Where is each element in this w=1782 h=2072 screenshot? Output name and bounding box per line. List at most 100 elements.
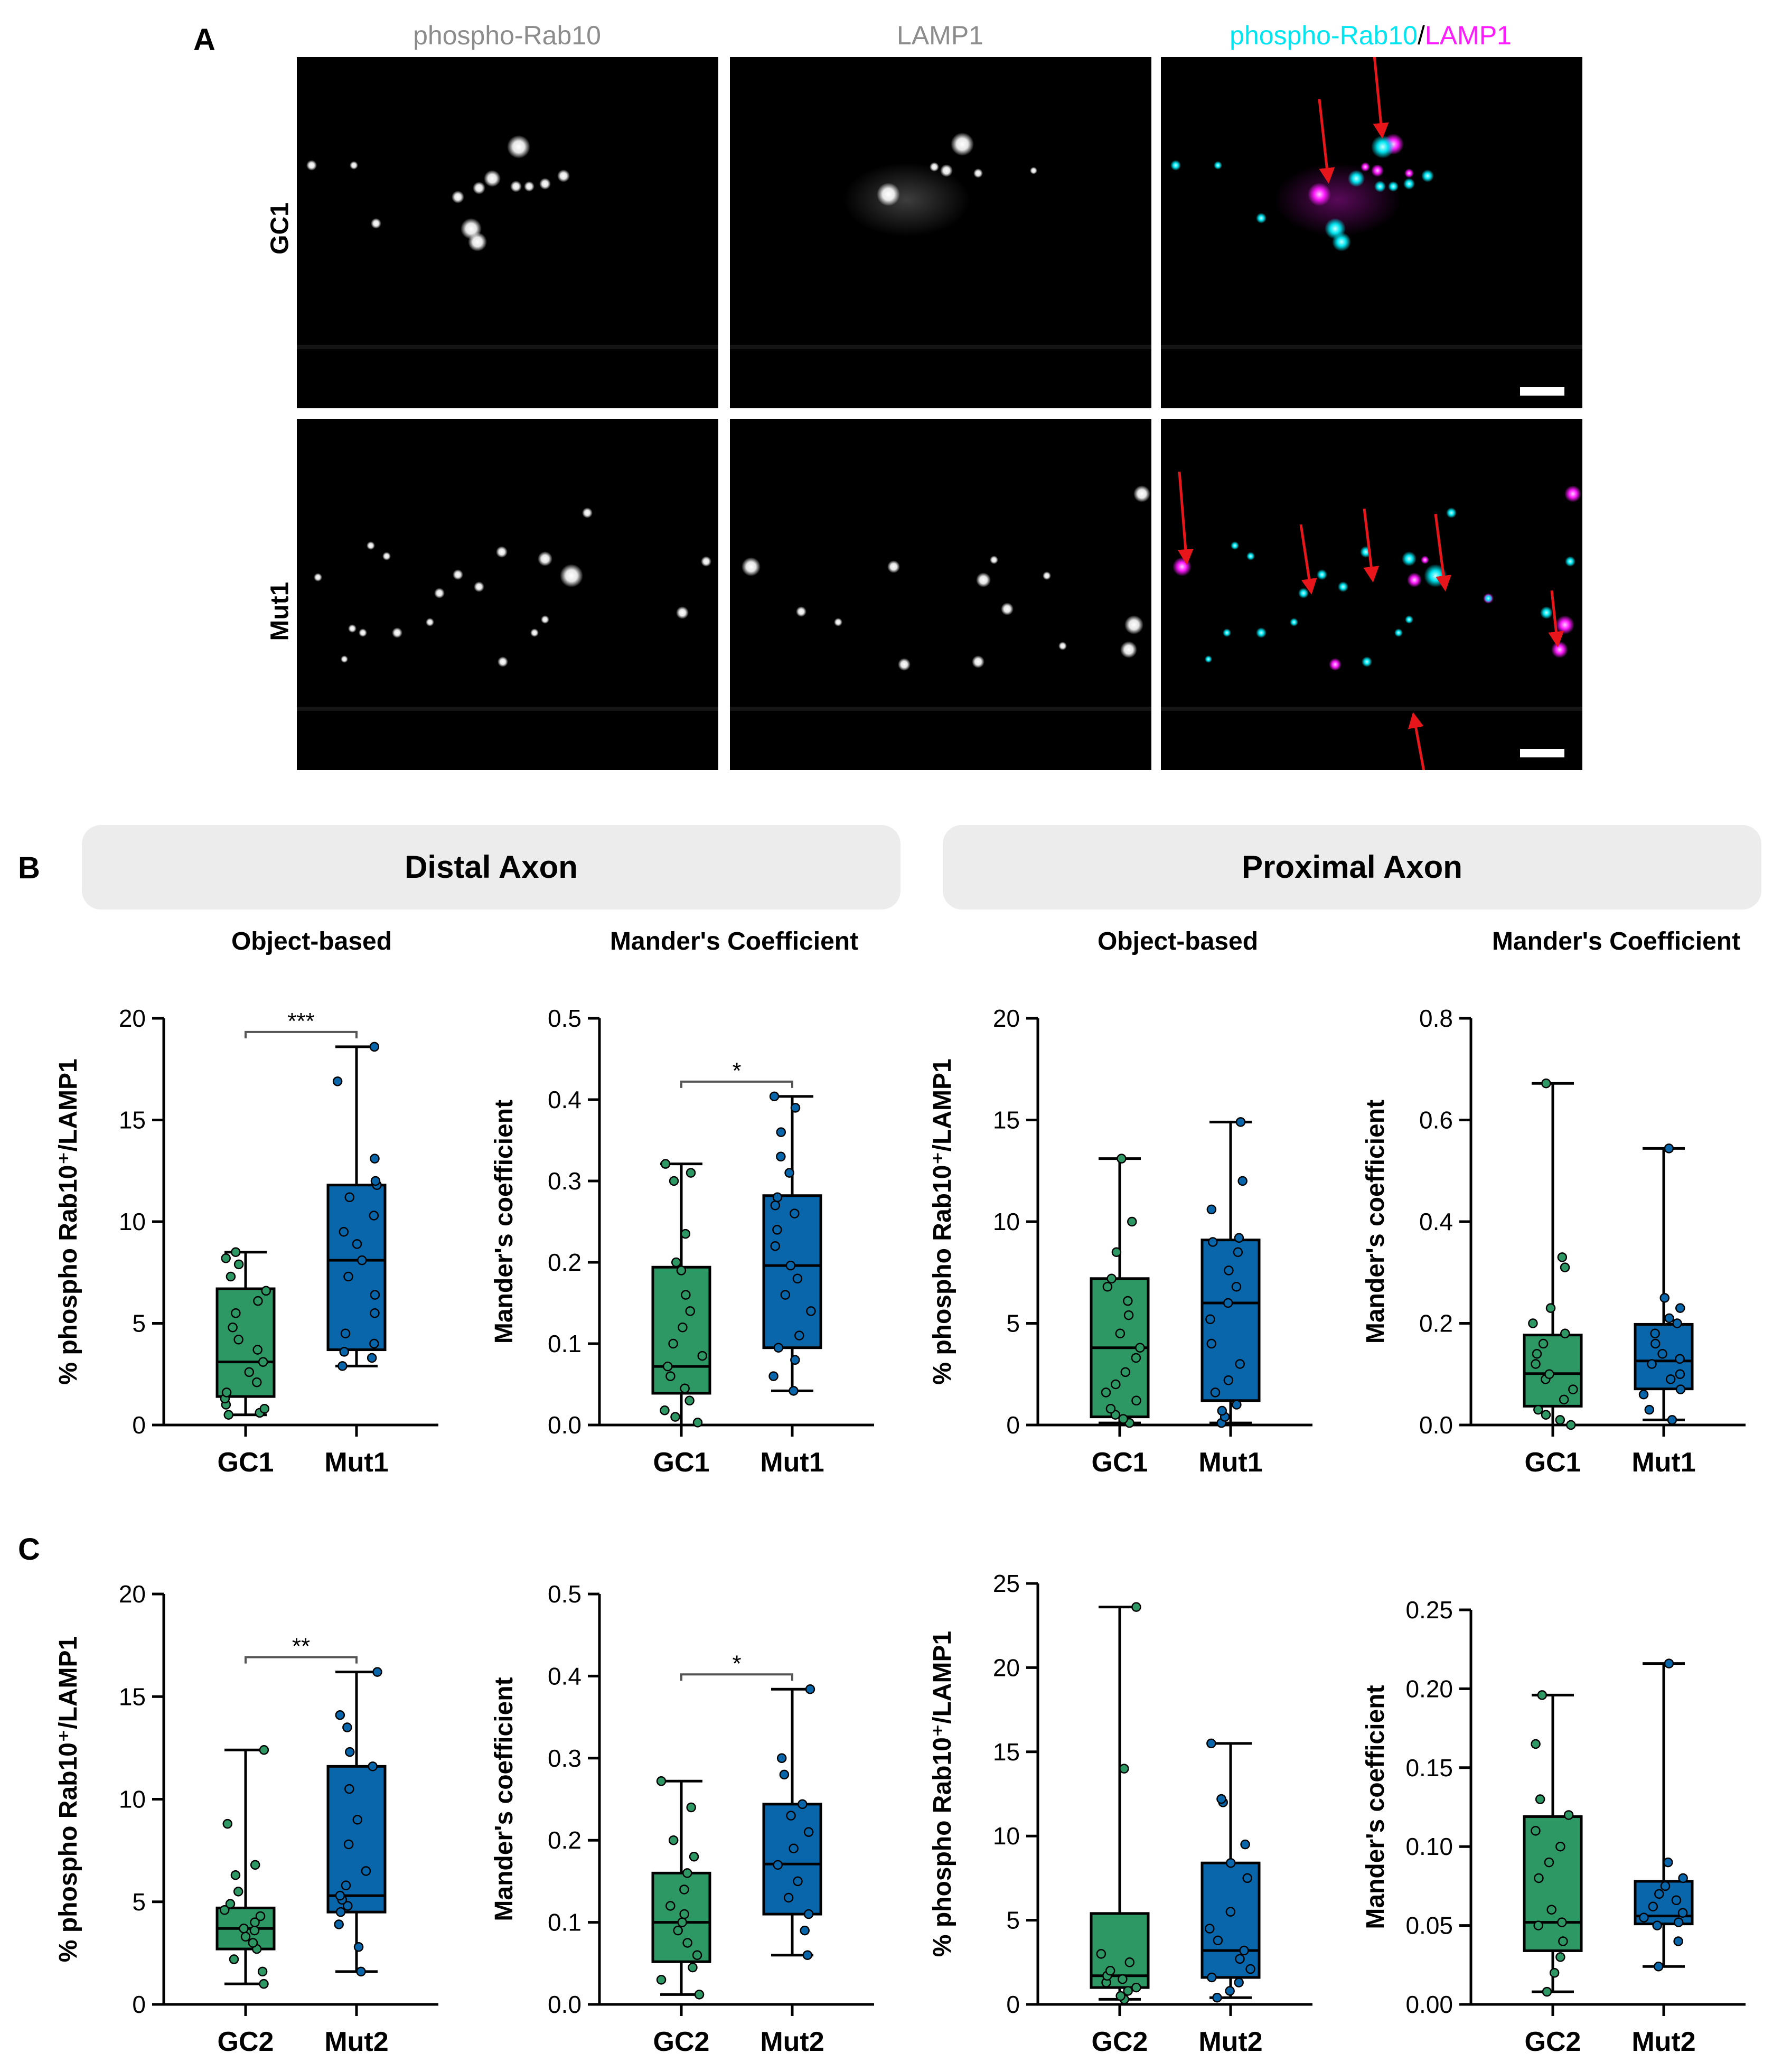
punctum — [834, 618, 842, 626]
punctum — [972, 655, 984, 668]
y-tick-label: 0.3 — [548, 1167, 582, 1195]
punctum-cyan — [1170, 160, 1181, 171]
micrograph-mut1-prab10 — [297, 419, 718, 770]
y-tick-label: 15 — [993, 1107, 1020, 1134]
data-point — [1678, 1873, 1688, 1883]
punctum — [1124, 615, 1143, 634]
data-point — [1245, 1964, 1255, 1974]
box-iqr — [1523, 1815, 1583, 1952]
y-tick-label: 0.15 — [1405, 1754, 1453, 1782]
punctum-cyan — [1256, 627, 1267, 638]
data-point — [682, 1868, 692, 1878]
data-point — [1648, 1901, 1658, 1911]
punctum — [796, 606, 806, 617]
data-point — [1242, 1873, 1252, 1883]
data-point — [670, 1412, 680, 1422]
data-point — [798, 1799, 808, 1810]
data-point — [668, 1835, 679, 1845]
y-tick-label: 0.3 — [548, 1745, 582, 1772]
data-point — [1226, 1858, 1236, 1868]
punctum-cyan — [1484, 594, 1493, 603]
data-point — [686, 1802, 696, 1813]
data-point — [1657, 1349, 1667, 1359]
punctum — [887, 560, 900, 573]
significance-label: *** — [287, 1008, 314, 1034]
y-tick-label: 0.0 — [548, 1411, 582, 1439]
plot-title-b3: Object-based — [1097, 927, 1259, 955]
data-point — [1105, 1403, 1116, 1414]
data-point — [233, 1335, 243, 1345]
data-point — [1207, 1972, 1217, 1983]
punctum — [951, 133, 974, 156]
data-point — [369, 1338, 379, 1349]
data-point — [1652, 1920, 1662, 1930]
data-point — [1542, 1986, 1552, 1997]
punctum-cyan — [1388, 181, 1399, 192]
data-point — [1671, 1895, 1682, 1906]
data-point — [250, 1860, 260, 1870]
colocalization-arrow — [1299, 524, 1317, 595]
data-point — [1232, 1400, 1242, 1410]
data-point — [1531, 1359, 1541, 1369]
x-tick-label: Mut2 — [1631, 2027, 1695, 2057]
y-tick-label: 10 — [993, 1208, 1020, 1235]
data-point — [660, 1159, 671, 1169]
data-point — [1528, 1318, 1538, 1328]
data-point — [673, 1925, 683, 1936]
boxplot-b-4: 0.0 0.2 0.4 0.6 0.8 GC1 Mut1 Mander's coefficie… — [1362, 1005, 1746, 1478]
data-point — [226, 1271, 236, 1282]
axon-edge — [730, 345, 1151, 349]
data-point — [221, 1253, 231, 1263]
data-point — [334, 1919, 344, 1929]
data-point — [1653, 1962, 1664, 1972]
micrograph-grid — [297, 33, 1586, 792]
data-point — [1555, 1841, 1565, 1852]
micrograph-background — [730, 57, 1151, 408]
punctum — [314, 573, 322, 582]
data-point — [1675, 1384, 1686, 1394]
y-tick-label: 0.5 — [548, 1005, 582, 1032]
y-tick-label: 0.4 — [548, 1086, 582, 1113]
data-point — [249, 1925, 260, 1936]
data-point — [684, 1395, 695, 1406]
micrograph-svg — [297, 33, 1582, 792]
punctum-cyan — [1374, 181, 1386, 192]
data-point — [780, 1290, 791, 1300]
punctum — [359, 629, 367, 637]
data-point — [229, 1954, 239, 1964]
y-tick-label: 20 — [119, 1580, 146, 1608]
punctum — [976, 573, 991, 587]
data-point — [792, 1273, 803, 1284]
punctum — [510, 181, 522, 192]
punctum-cyan — [1565, 556, 1575, 567]
data-point — [1673, 1917, 1684, 1927]
data-point — [248, 1938, 258, 1948]
data-point — [785, 1260, 796, 1271]
y-tick-label: 0.4 — [548, 1662, 582, 1690]
punctum-cyan — [1348, 170, 1365, 187]
punctum — [1120, 641, 1137, 658]
data-point — [776, 1127, 786, 1137]
significance-label: * — [732, 1651, 741, 1676]
data-point — [794, 1330, 804, 1340]
data-point — [800, 1925, 810, 1936]
data-point — [370, 1308, 380, 1318]
data-point — [1213, 1935, 1223, 1946]
data-point — [786, 1811, 796, 1821]
data-point — [1541, 1078, 1551, 1089]
boxplot-b-3: 0 5 10 15 20 GC1 Mut1 % phospho Rab10⁺/LAMP1 — [928, 1005, 1312, 1478]
data-point — [1638, 1390, 1649, 1400]
data-point — [372, 1667, 382, 1677]
data-point — [1557, 1252, 1568, 1262]
data-point — [769, 1091, 780, 1102]
data-point — [1654, 1889, 1664, 1899]
data-point — [1557, 1917, 1567, 1927]
punctum — [524, 181, 534, 192]
data-point — [1120, 1367, 1131, 1377]
punctum-magenta — [1361, 162, 1370, 172]
data-point — [656, 1975, 667, 1985]
data-point — [1123, 1296, 1133, 1306]
y-tick-label: 0.25 — [1405, 1596, 1453, 1624]
axon-edge — [1161, 345, 1582, 349]
data-point — [776, 1753, 787, 1764]
